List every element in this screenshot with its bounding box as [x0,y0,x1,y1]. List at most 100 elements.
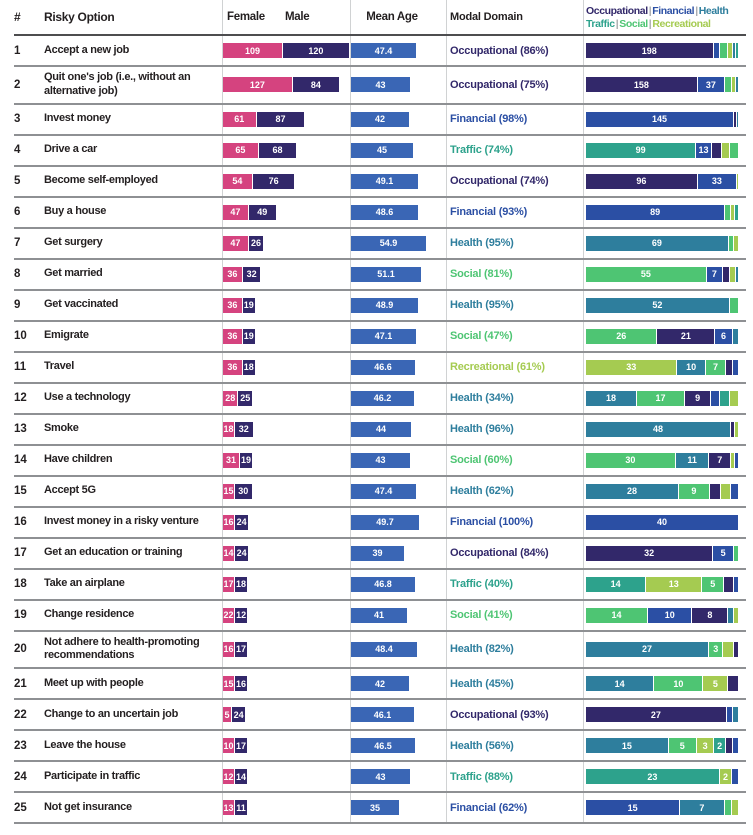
female-bar: 28 [223,390,239,406]
table-row: 15 Accept 5G 15 30 47.4 Health (62%) 28 9 [14,476,746,508]
domain-segment-recreational [730,204,734,220]
rank-cell: 8 [14,268,21,280]
domain-segment-social: 5 [668,738,696,753]
domain-stacked-bar: 69 [586,235,739,251]
male-bar: 24 [235,514,249,530]
domain-segment-recreational: 13 [646,576,702,592]
domain-segment-health: 48 [586,421,731,437]
domain-distribution-cell: 48 [583,414,739,444]
domain-distribution-cell: 158 37 [583,67,739,103]
domain-segment-recreational: 3 [696,738,714,753]
domain-segment-social: 14 [586,607,647,623]
domain-distribution-cell: 69 [583,228,739,258]
female-bar: 36 [223,328,243,344]
female-bar: 127 [223,77,293,93]
domain-segment-occupational [709,483,720,499]
male-bar: 11 [235,800,247,815]
modal-domain-label: Financial (93%) [446,197,583,227]
rank-cell: 23 [14,739,27,752]
female-male-bar-pair: 12 14 [223,769,247,784]
female-male-bar-cell: 16 24 [222,507,350,537]
domain-segment-financial [732,359,739,375]
domain-segment-social [730,142,738,158]
domain-segment-social: 9 [679,483,709,499]
mean-age-cell: 48.9 [350,290,446,320]
female-male-bar-pair: 22 12 [223,607,248,623]
domain-segment-recreational [728,43,733,58]
table-header: # Risky Option Female Male Mean Age Moda… [14,0,746,36]
domain-segment-occupational [733,111,736,127]
female-male-bar-pair: 18 32 [223,421,253,437]
domain-segment-social [734,545,738,561]
rank-cell: 3 [14,113,21,125]
risky-option-label: Invest money in a risky venture [44,515,199,528]
domain-segment-occupational: 96 [586,173,697,189]
risky-option-label: Use a technology [44,391,131,404]
domain-segment-health: 11 [675,452,709,468]
risky-option-label: Meet up with people [44,676,144,689]
domain-segment-health: 7 [680,800,724,815]
rank-cell: 13 [14,423,27,435]
domain-segment-health: 52 [586,297,729,313]
domain-segment-occupational [722,266,730,282]
rank-cell: 22 [14,708,27,721]
modal-domain-label: Traffic (40%) [446,569,583,599]
female-male-bar-pair: 36 19 [223,328,255,344]
domain-segment-occupational: 158 [586,77,697,93]
mean-age-bar: 43 [351,77,410,93]
female-male-bar-cell: 15 16 [222,669,350,698]
male-bar: 24 [232,707,246,722]
domain-segment-financial [731,483,738,499]
rank-cell: 18 [14,578,27,590]
col-header-female-male: Female Male [222,0,350,34]
female-male-bar-cell: 16 17 [222,631,350,667]
rank-cell: 16 [14,516,27,528]
domain-segment-financial [726,707,732,722]
table-row: 12 Use a technology 28 25 46.2 Health (34%) 18… [14,383,746,415]
domain-segment-health: 15 [586,738,668,753]
domain-segment-traffic: 14 [586,576,646,592]
table-row: 25 Not get insurance 13 11 35 Financial (62%)… [14,793,746,824]
rank-cell: 17 [14,547,27,559]
domain-segment-recreational: 33 [586,359,677,375]
modal-domain-label: Social (81%) [446,259,583,289]
domain-segment-financial [732,769,738,784]
female-male-bar-cell: 61 87 [222,104,350,134]
domain-stacked-bar: 15 7 [586,800,738,815]
mean-age-bar: 39 [351,545,404,561]
mean-age-bar: 44 [351,421,411,437]
female-male-bar-cell: 5 24 [222,700,350,729]
modal-domain-label: Financial (62%) [446,793,583,822]
domain-segment-traffic: 99 [586,142,696,158]
female-male-bar-cell: 36 32 [222,259,350,289]
risky-option-label: Change residence [44,608,134,621]
domain-segment-health [735,77,738,93]
mean-age-bar: 49.7 [351,514,419,530]
female-male-bar-cell: 47 26 [222,228,350,258]
domain-segment-recreational [733,235,739,251]
male-bar: 12 [235,607,248,623]
domain-distribution-cell: 23 2 [583,762,739,791]
table-row: 1 Accept a new job 109 120 47.4 Occupational … [14,36,746,67]
modal-domain-label: Health (96%) [446,414,583,444]
risky-option-label: Take an airplane [44,577,125,590]
domain-distribution-cell: 89 [583,197,739,227]
rank-cell: 15 [14,485,27,497]
legend-item-recreational: Recreational [652,17,711,30]
modal-domain-label: Traffic (74%) [446,135,583,165]
mean-age-cell: 35 [350,793,446,822]
mean-age-bar: 42 [351,676,409,691]
male-bar: 76 [252,173,295,189]
mean-age-bar: 45 [351,142,413,158]
female-male-bar-pair: 14 24 [223,545,249,561]
domain-segment-health [735,266,739,282]
female-male-bar-cell: 36 19 [222,290,350,320]
domain-segment-financial: 145 [586,111,733,127]
domain-segment-financial [711,390,720,406]
table-row: 10 Emigrate 36 19 47.1 Social (47%) 26 21 6 [14,321,746,353]
domain-segment-financial: 5 [713,545,734,561]
modal-domain-label: Occupational (75%) [446,67,583,103]
risky-option-label: Invest money [44,112,111,125]
domain-stacked-bar: 28 9 [586,483,738,499]
domain-stacked-bar: 23 2 [586,769,738,784]
